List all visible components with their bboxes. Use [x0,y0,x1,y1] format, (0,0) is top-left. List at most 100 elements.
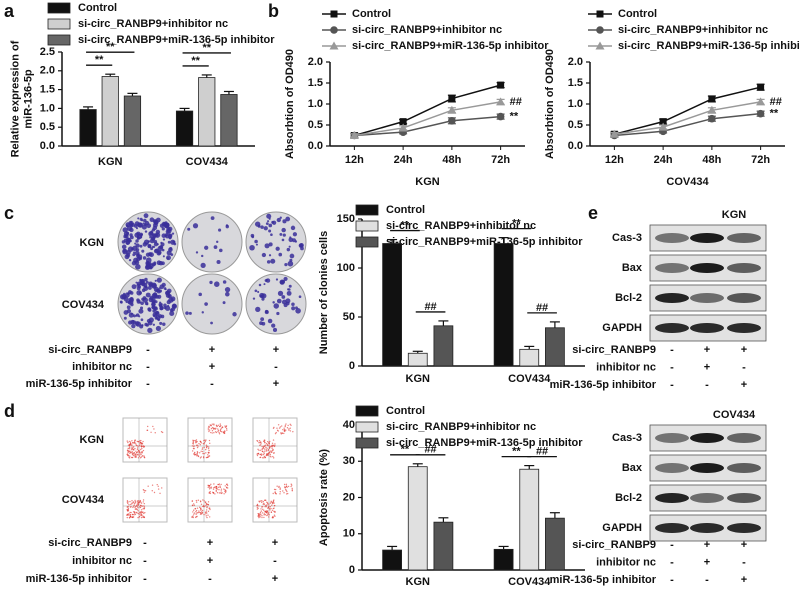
event [193,447,195,450]
event [139,457,142,459]
legend-label: si-circ_RANBP9+miR-136-5p inhibitor [78,34,275,46]
event [273,444,275,447]
event [134,453,136,455]
colony [275,278,279,281]
colony [121,244,127,250]
colony [157,250,162,255]
event [198,442,200,445]
x-tick-label: COV434 [508,576,551,588]
event [206,506,208,508]
marker [609,129,619,138]
treatment-sign: + [741,574,747,586]
event [127,444,130,446]
event [140,448,142,451]
colony [213,245,218,249]
event [266,514,268,517]
event [194,508,196,510]
colony [150,247,154,251]
event [142,499,145,501]
colony [157,245,163,252]
event [144,490,147,492]
significance-label: ## [424,444,436,456]
marker [448,95,456,103]
event [274,515,276,518]
band [727,323,761,333]
event [191,504,194,507]
bar [123,95,142,147]
event [202,505,204,508]
event [135,508,137,510]
colony [135,281,138,284]
event [133,449,135,451]
series-line [614,101,761,135]
event [129,441,132,443]
colony [209,280,213,285]
event [256,504,258,507]
event [200,450,202,452]
colony [160,242,165,247]
event [264,456,266,459]
row-label: COV434 [62,494,105,506]
colony [255,306,261,313]
event [134,502,137,504]
event [287,424,289,427]
event [207,510,210,513]
event [264,441,266,444]
event [260,501,263,504]
bar [382,243,402,367]
colony [128,297,134,303]
event [282,490,284,492]
event [141,511,143,513]
colony [129,222,133,226]
event [126,453,129,455]
marker [708,114,716,123]
treatment-label: si-circ_RANBP9 [572,344,656,356]
event [138,515,141,518]
event [208,488,211,490]
event [285,483,288,486]
marker [596,26,604,34]
event [154,432,156,434]
event [289,430,292,432]
marker [398,123,408,132]
event [141,445,144,447]
treatment-sign: - [143,573,147,585]
event [258,516,260,519]
event [224,431,226,433]
colony [149,252,154,258]
event [142,508,144,510]
y-tick-label: 150 [337,213,355,225]
treatment-sign: - [146,378,150,390]
event [207,447,210,450]
event [260,513,262,515]
event [272,501,275,503]
legend-swatch [355,421,379,433]
event [196,444,199,446]
event [132,452,135,454]
colony [161,227,165,231]
colony [214,281,220,287]
event [132,501,135,503]
colony [138,308,144,314]
event [274,443,276,445]
event [134,506,136,509]
y-tick-label: 1.0 [40,102,55,114]
event [203,441,206,444]
band [727,433,761,443]
colony [282,219,287,224]
event [128,450,130,453]
event [223,432,225,434]
legend-swatch [47,2,71,14]
event [200,513,203,515]
event [138,455,141,457]
event [209,424,211,426]
colony [124,292,130,298]
bar [198,77,216,147]
event [141,505,143,507]
event [210,431,212,434]
event [219,492,222,494]
colony [152,323,156,326]
event [218,489,220,491]
event [273,452,275,454]
event [153,491,156,494]
